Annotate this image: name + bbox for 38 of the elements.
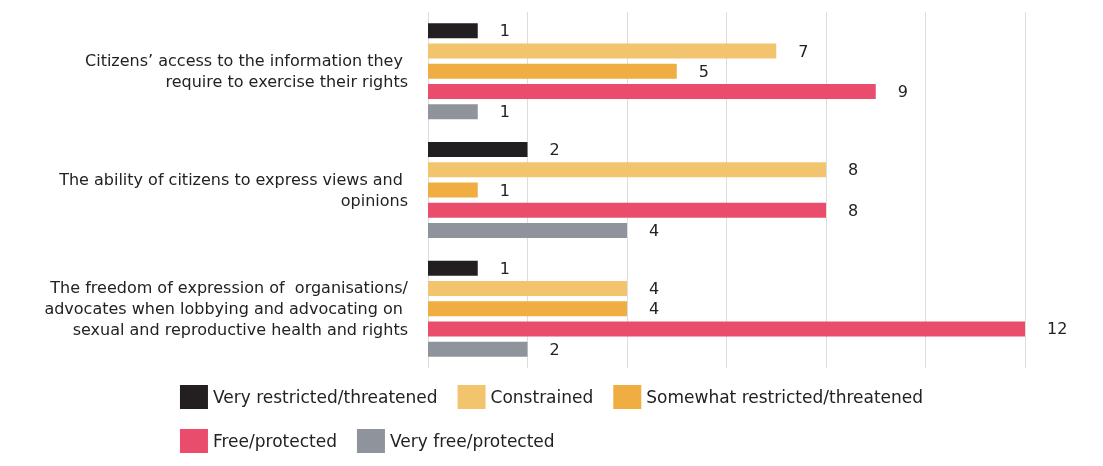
- data-label: 12: [1047, 319, 1068, 339]
- bar: [428, 63, 677, 79]
- bar: [428, 182, 478, 198]
- y-tick-label: The ability of citizens to express views and opinions: [58, 170, 408, 210]
- data-label: 8: [848, 200, 859, 220]
- bar: [428, 321, 1025, 337]
- data-label: 4: [649, 221, 660, 240]
- bar: [428, 223, 627, 238]
- bar: [428, 260, 478, 276]
- legend-label: Very free/protected: [389, 431, 555, 451]
- data-label: 5: [698, 61, 709, 81]
- bar: [428, 341, 528, 357]
- bar: [428, 23, 478, 39]
- data-label: 2: [549, 339, 560, 359]
- bar: [428, 280, 627, 296]
- legend-label: Very restricted/threatened: [212, 387, 438, 407]
- y-tick-label: The freedom of expression of organisations/advocates when lobbying and advocating on sexual and reproductive health and rights: [44, 278, 409, 340]
- data-label: 2: [549, 140, 560, 159]
- bar: [428, 84, 876, 100]
- bar: [428, 142, 528, 157]
- legend-label: Somewhat restricted/threatened: [646, 387, 924, 407]
- bar: [428, 43, 777, 59]
- data-label: 7: [798, 41, 809, 61]
- data-label: 1: [499, 102, 510, 122]
- data-label: 4: [649, 278, 660, 298]
- data-label: 9: [897, 82, 908, 102]
- data-label: 1: [499, 21, 510, 41]
- data-label: 1: [499, 180, 510, 200]
- data-label: 4: [649, 299, 660, 319]
- bar: [428, 104, 478, 120]
- bar: [428, 202, 826, 218]
- data-label: 1: [499, 258, 510, 278]
- bar: [428, 301, 627, 317]
- y-tick-label: Citizens’ access to the information they require to exercise their rights: [85, 51, 408, 92]
- bar: [428, 162, 826, 178]
- data-label: 8: [848, 160, 859, 180]
- legend-label: Constrained: [490, 387, 594, 407]
- legend-label: Free/protected: [212, 431, 337, 451]
